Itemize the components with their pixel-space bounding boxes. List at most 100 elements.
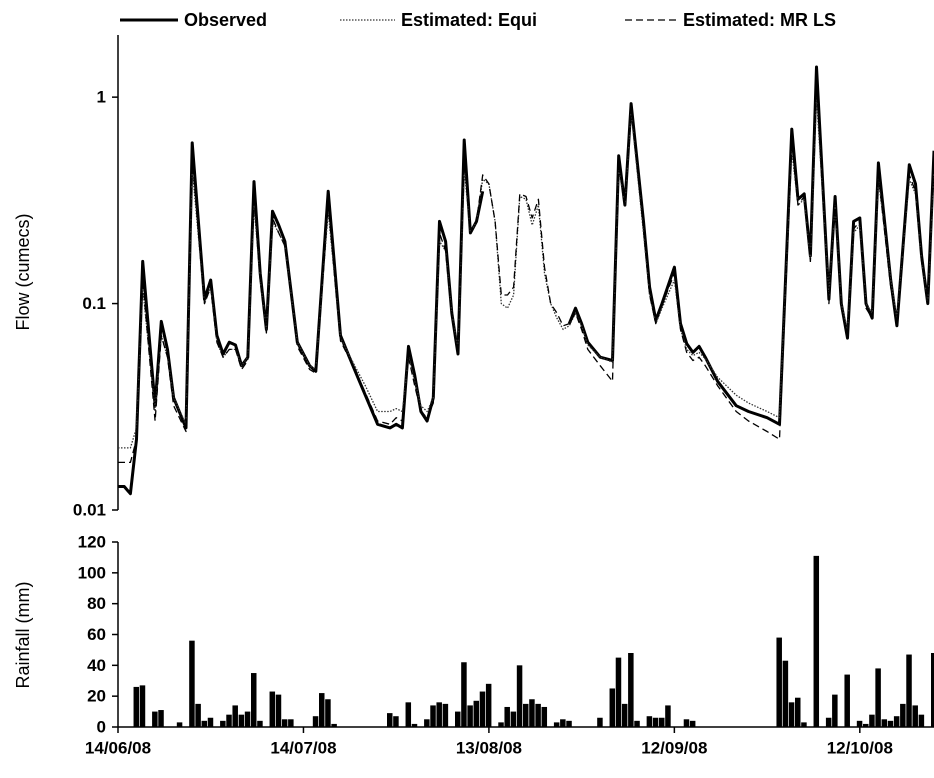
rain-bar [628, 653, 634, 727]
legend-label: Estimated: Equi [401, 10, 537, 30]
flow-line [118, 96, 934, 449]
rain-bar [646, 716, 653, 727]
rain-bar [881, 719, 888, 727]
rain-bar [504, 706, 510, 727]
rain-bar [331, 723, 337, 727]
rain-bar [455, 711, 461, 727]
rain-bar [405, 702, 412, 727]
rain-bar [195, 703, 201, 727]
rain-bar [442, 703, 449, 727]
rain-bar [634, 720, 640, 727]
rain-bar [900, 703, 906, 727]
rain-bar [411, 723, 418, 727]
rain-bar [560, 719, 566, 727]
rain-bar [238, 714, 245, 727]
rain-bar [597, 717, 603, 727]
rain-bar [813, 555, 820, 727]
rain-bar [436, 702, 442, 727]
y-tick-label: 60 [87, 625, 106, 644]
y-tick-label: 0.1 [82, 294, 106, 313]
rain-bar [152, 711, 158, 727]
rain-bar [541, 706, 548, 727]
rain-bar [498, 722, 504, 727]
rain-bar [621, 703, 628, 727]
legend-label: Observed [184, 10, 267, 30]
rain-bar [158, 710, 164, 727]
y-tick-label: 40 [87, 656, 106, 675]
rain-bar [133, 686, 140, 727]
x-tick-label: 12/10/08 [827, 738, 893, 757]
rain-bar [906, 654, 912, 727]
rain-bar [516, 665, 523, 727]
rain-bar [325, 699, 331, 727]
rain-bar [795, 697, 801, 727]
y-tick-label: 0.01 [73, 500, 106, 519]
rain-bar [665, 705, 671, 727]
y-tick-label: 120 [78, 532, 106, 551]
rain-bar [275, 694, 282, 727]
rain-bar [312, 716, 319, 727]
rain-bar [201, 720, 208, 727]
y-tick-label: 20 [87, 687, 106, 706]
y-tick-label: 1 [97, 88, 106, 107]
rain-bar [479, 691, 486, 727]
x-tick-label: 12/09/08 [641, 738, 707, 757]
rain-bar [683, 719, 690, 727]
rain-bar [615, 657, 622, 727]
x-tick-label: 14/06/08 [85, 738, 151, 757]
rain-bar [863, 723, 869, 727]
rain-bar [430, 705, 436, 727]
rain-bar [529, 699, 535, 727]
rain-bar [424, 719, 430, 727]
y-tick-label: 80 [87, 594, 106, 613]
rain-bar [176, 722, 183, 727]
rain-bar [776, 637, 782, 727]
rain-bar [553, 722, 560, 727]
rain-bar [393, 716, 399, 727]
rain-bar [918, 714, 925, 727]
legend-label: Estimated: MR LS [683, 10, 836, 30]
rain-bar [288, 719, 294, 727]
rain-bar [801, 722, 807, 727]
rain-bar [825, 717, 832, 727]
rain-bar [244, 711, 251, 727]
rain-bar [832, 694, 838, 727]
flow-line [118, 65, 934, 496]
rain-bar [875, 668, 881, 727]
rain-bar [788, 702, 795, 727]
rain-bar [220, 720, 226, 727]
x-tick-label: 13/08/08 [456, 738, 522, 757]
rain-bar [535, 703, 541, 727]
rain-bar [207, 717, 214, 727]
rain-bar [467, 705, 473, 727]
y-tick-label: 100 [78, 563, 106, 582]
rain-bar [566, 720, 572, 727]
rain-bar [485, 683, 492, 727]
rain-bar [189, 640, 195, 727]
rain-bar [281, 719, 288, 727]
rain-bar [782, 660, 789, 727]
rain-bar [473, 700, 480, 727]
rain-bar [461, 662, 467, 727]
rain-bar [652, 717, 659, 727]
rain-bar [659, 717, 665, 727]
rain-bar [931, 653, 934, 727]
rain-bar [257, 720, 263, 727]
rain-bar [387, 713, 393, 727]
rain-bar [887, 720, 894, 727]
rain-bar [139, 685, 146, 727]
rain-bar [232, 705, 238, 727]
rain-bar [510, 711, 517, 727]
rain-bar [269, 691, 276, 727]
rain-bar [844, 674, 850, 727]
rain-bar [609, 688, 616, 727]
rain-bar [856, 720, 863, 727]
rain-bar [523, 703, 529, 727]
rain-bar [319, 693, 325, 727]
rain-bar [893, 716, 900, 727]
y-axis-label: Flow (cumecs) [13, 213, 33, 330]
rain-bar [912, 705, 918, 727]
y-axis-label: Rainfall (mm) [13, 581, 33, 688]
rain-bar [226, 714, 232, 727]
